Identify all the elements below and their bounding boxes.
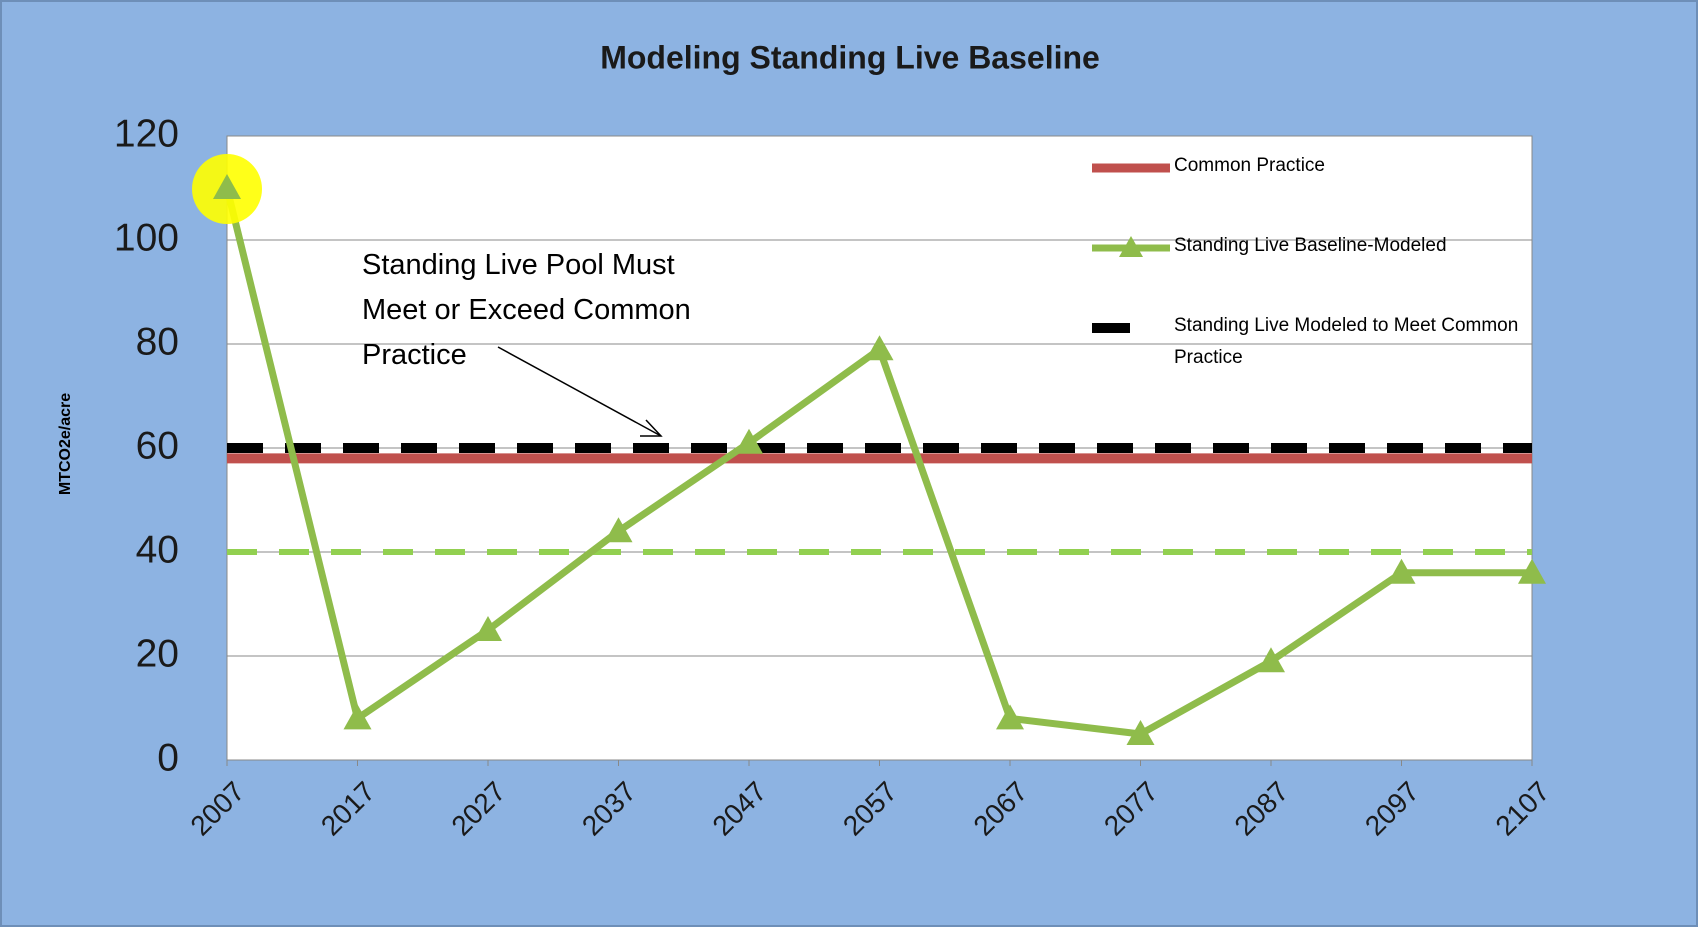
y-tick-label: 20: [136, 632, 179, 675]
annotation: Standing Live Pool Must Meet or Exceed Co…: [362, 243, 792, 378]
legend: Common Practice Standing Live Baseline-Mo…: [1092, 150, 1612, 390]
legend-text: Standing Live Baseline-Modeled: [1174, 235, 1447, 256]
legend-swatches: [1092, 163, 1170, 333]
legend-marker: [1119, 236, 1143, 257]
point-marker: [604, 517, 633, 543]
chart-title: Modeling Standing Live Baseline: [600, 39, 1100, 75]
point-marker: [735, 428, 763, 454]
y-tick-label: 100: [114, 216, 179, 259]
y-tick-label: 0: [157, 736, 179, 779]
point-marker: [474, 616, 502, 641]
markers: [213, 174, 1546, 745]
point-marker: [996, 704, 1024, 730]
annotation-line: Standing Live Pool Must: [362, 249, 675, 281]
point-marker: [1257, 647, 1285, 673]
y-tick-label: 80: [136, 320, 179, 363]
point-marker: [865, 335, 894, 361]
legend-text: Common Practice: [1174, 155, 1325, 176]
y-axis-title: MTCO2e/acre: [57, 393, 74, 495]
arrow-head: [640, 419, 663, 437]
annotation-line: Meet or Exceed Common: [362, 294, 691, 326]
y-tick-label: 120: [114, 112, 179, 155]
legend-item: Standing Live Baseline-Modeled: [1092, 230, 1612, 310]
point-marker: [343, 704, 372, 730]
annotation-line: Practice: [362, 339, 467, 371]
legend-text: Standing Live Modeled to Meet Common Pra…: [1174, 315, 1519, 368]
y-tick-label: 60: [136, 424, 179, 467]
y-tick-label: 40: [136, 528, 179, 571]
point-marker: [1518, 558, 1546, 584]
point-marker: [1387, 558, 1416, 584]
point-marker: [213, 174, 241, 199]
legend-item: Common Practice: [1092, 150, 1612, 230]
legend-item: Standing Live Modeled to Meet Common Pra…: [1092, 310, 1612, 390]
point-marker: [1126, 720, 1155, 745]
annotation-arrow: [497, 346, 662, 437]
